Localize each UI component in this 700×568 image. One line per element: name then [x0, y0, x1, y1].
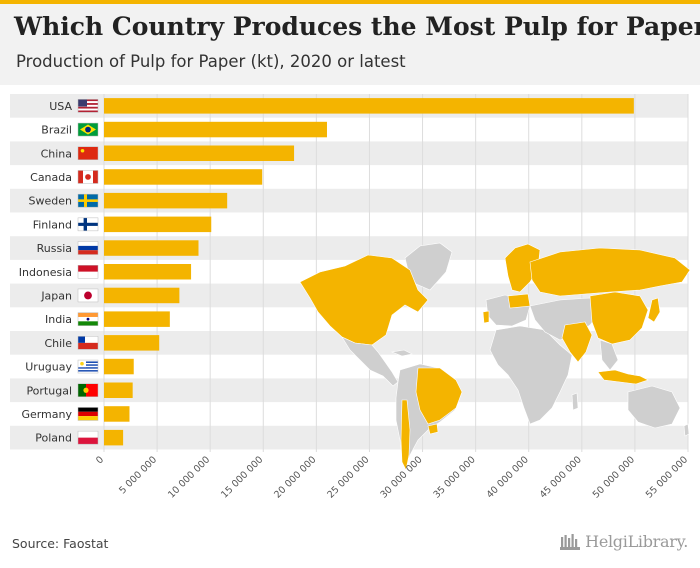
map-region — [299, 254, 429, 346]
chart-subtitle: Production of Pulp for Paper (kt), 2020 … — [16, 52, 406, 71]
map-region — [390, 349, 413, 357]
category-label: Japan — [40, 289, 72, 302]
category-label: Uruguay — [25, 361, 72, 374]
category-label: Indonesia — [19, 266, 72, 279]
chart-title: Which Country Produces the Most Pulp for… — [14, 12, 700, 41]
map-region — [415, 367, 463, 425]
india-flag-icon — [77, 312, 99, 326]
map-region — [589, 291, 649, 345]
bar — [104, 406, 130, 422]
x-tick-label: 35 000 000 — [432, 454, 478, 500]
map-region — [647, 297, 661, 323]
uruguay-flag-icon — [77, 359, 99, 374]
bar — [104, 216, 212, 233]
category-label: Canada — [30, 171, 72, 184]
us-flag-icon — [77, 99, 99, 113]
bar — [104, 98, 634, 114]
category-label: Portugal — [26, 384, 72, 397]
map-region — [341, 336, 399, 387]
bar — [104, 287, 180, 304]
logo-text: HelgiLibrary. — [585, 532, 688, 551]
category-label: Finland — [33, 218, 72, 231]
finland-flag-icon — [77, 217, 99, 232]
x-tick-label: 5 000 000 — [117, 454, 159, 496]
map-region — [507, 293, 531, 309]
bar — [104, 429, 124, 446]
poland-flag-icon — [77, 430, 99, 445]
china-flag-icon — [77, 146, 99, 160]
bar — [104, 121, 327, 138]
bars — [104, 98, 634, 446]
x-tick-label: 10 000 000 — [166, 454, 212, 500]
x-tick-label: 40 000 000 — [485, 454, 531, 500]
map-region — [427, 423, 439, 435]
bar-chart: USA Brazil China Canada Sweden Finland Russia I… — [10, 94, 691, 501]
sweden-flag-icon — [77, 193, 99, 208]
map-region — [599, 339, 619, 371]
category-label: USA — [49, 100, 72, 113]
bar — [104, 240, 199, 256]
row-band — [10, 425, 688, 450]
x-tick-label: 50 000 000 — [591, 454, 637, 500]
x-tick-label: 15 000 000 — [219, 454, 265, 500]
x-tick-label: 20 000 000 — [272, 454, 318, 500]
x-tick-label: 45 000 000 — [538, 454, 584, 500]
indonesia-flag-icon — [77, 265, 99, 279]
map-region — [529, 247, 691, 297]
accent-bar — [0, 0, 700, 4]
map-region — [571, 392, 579, 411]
japan-flag-icon — [77, 288, 99, 303]
bar — [104, 264, 192, 280]
portugal-flag-icon — [77, 383, 99, 397]
brazil-flag-icon — [77, 122, 99, 137]
bar — [104, 382, 133, 398]
world-map — [299, 242, 691, 472]
map-region — [627, 385, 681, 429]
helgi-library-logo[interactable]: HelgiLibrary. — [559, 532, 688, 551]
map-region — [400, 399, 411, 471]
category-label: Chile — [44, 337, 72, 350]
chile-flag-icon — [77, 336, 99, 350]
category-label: Poland — [35, 432, 72, 445]
map-region — [482, 310, 490, 324]
bar — [104, 145, 295, 161]
bar — [104, 311, 170, 327]
map-region — [489, 325, 573, 425]
bar — [104, 169, 263, 185]
category-label: Russia — [37, 242, 72, 255]
x-tick-label: 30 000 000 — [378, 454, 424, 500]
category-label: China — [41, 147, 72, 160]
header: Which Country Produces the Most Pulp for… — [0, 0, 700, 85]
category-label: Sweden — [29, 195, 72, 208]
x-tick-label: 55 000 000 — [644, 454, 690, 500]
map-region — [597, 369, 649, 385]
category-label: India — [45, 313, 72, 326]
bar — [104, 358, 134, 375]
russia-flag-icon — [77, 241, 99, 255]
bar — [104, 192, 228, 209]
library-icon — [560, 533, 581, 550]
germany-flag-icon — [77, 407, 99, 421]
category-labels: USA Brazil China Canada Sweden Finland Russia I… — [19, 100, 73, 445]
category-label: Brazil — [41, 124, 72, 137]
canada-flag-icon — [77, 170, 99, 184]
x-tick-label: 25 000 000 — [325, 454, 371, 500]
x-tick-labels: 0 5 000 000 10 000 000 15 000 000 20 000 000… — [94, 454, 690, 500]
category-label: Germany — [21, 408, 72, 421]
x-tick-label: 0 — [94, 454, 106, 466]
bar — [104, 335, 160, 351]
source-note: Source: Faostat — [12, 536, 109, 551]
map-region — [561, 321, 593, 363]
map-region — [683, 423, 690, 437]
flags — [77, 99, 99, 445]
